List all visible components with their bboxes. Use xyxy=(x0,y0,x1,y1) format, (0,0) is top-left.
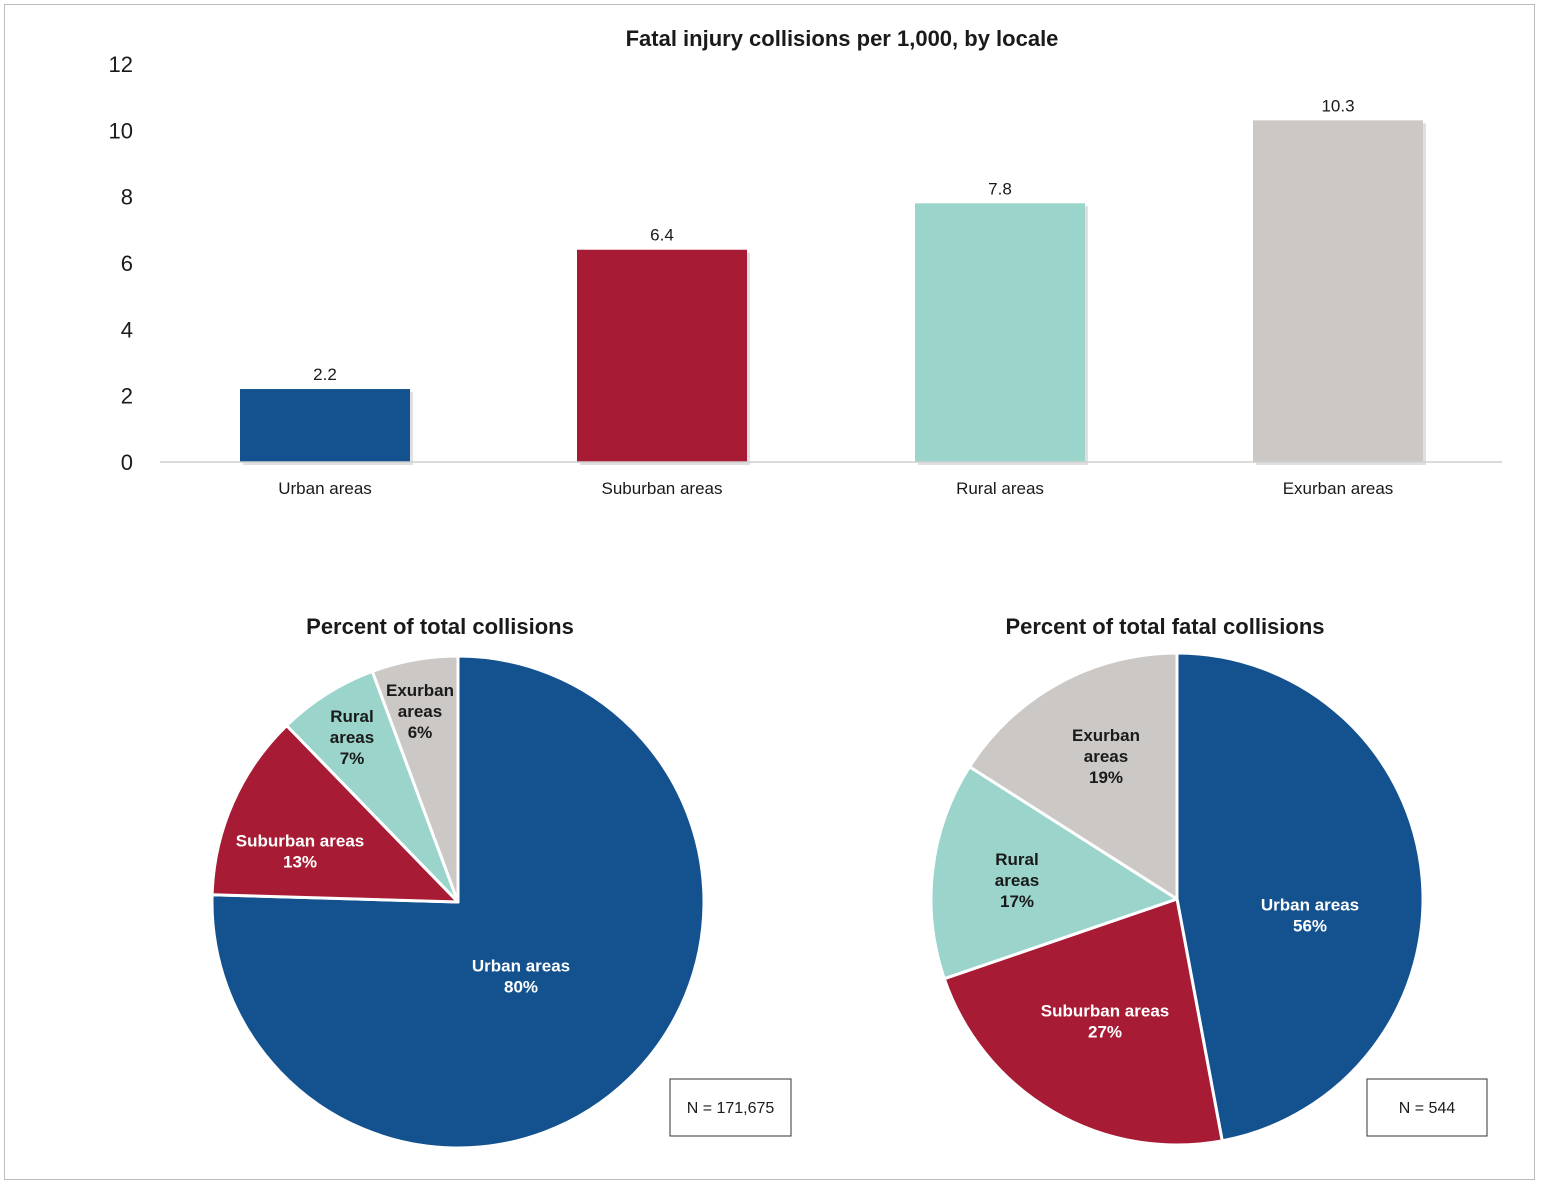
x-axis-ticks: Urban areas Suburban areas Rural areas Exur… xyxy=(278,479,1393,498)
bar-series: 2.2 6.4 7.8 10.3 xyxy=(240,96,1426,466)
pie-1-n-box xyxy=(669,1078,792,1137)
pie-slice-label: areas xyxy=(1084,747,1128,766)
y-axis-ticks: 0 2 4 6 8 10 12 xyxy=(109,52,133,475)
bar xyxy=(915,203,1085,463)
pie-2-title: Percent of total fatal collisions xyxy=(1005,614,1324,639)
pie-slice-label: 6% xyxy=(408,723,433,742)
y-tick-label: 10 xyxy=(109,118,133,143)
pie-1-n-text: N = 171,675 xyxy=(687,1100,775,1117)
pie-slice-label: Urban areas xyxy=(472,957,570,976)
pie-slice-label: Exurban xyxy=(1072,726,1140,745)
pie-slice-label: 13% xyxy=(283,853,317,872)
pie-1-slices xyxy=(210,654,706,1150)
y-tick-label: 12 xyxy=(109,52,133,77)
pie-slice xyxy=(942,897,1224,1147)
pie-slice-label: 17% xyxy=(1000,892,1034,911)
pie-2-labels: Urban areas 56% Suburban areas 27% Rural area… xyxy=(995,726,1359,1042)
pie-chart-total-collisions: Percent of total collisions Urban areas 8… xyxy=(210,614,792,1150)
bar xyxy=(577,249,747,462)
pie-2-slices xyxy=(929,651,1425,1147)
bar-value-label: 2.2 xyxy=(313,365,337,384)
pie-slice xyxy=(210,723,460,904)
pie-slice-label: areas xyxy=(330,728,374,747)
x-tick-label: Urban areas xyxy=(278,479,372,498)
x-tick-label: Exurban areas xyxy=(1283,479,1394,498)
pie-1-title: Percent of total collisions xyxy=(306,614,574,639)
pie-2-n-text: N = 544 xyxy=(1399,1100,1456,1117)
pie-2-n-box xyxy=(1366,1078,1488,1137)
pie-slice xyxy=(968,651,1179,901)
figure-frame xyxy=(4,4,1535,1180)
bar-chart: Fatal injury collisions per 1,000, by lo… xyxy=(109,26,1502,498)
pie-slice xyxy=(929,765,1179,981)
bar-value-label: 6.4 xyxy=(650,226,674,245)
pie-slice-label: Urban areas xyxy=(1261,896,1359,915)
pie-slice-label: areas xyxy=(398,702,442,721)
pie-slice-label: 80% xyxy=(504,978,538,997)
pie-slice xyxy=(370,654,460,904)
pie-slice-label: 7% xyxy=(340,749,365,768)
pie-slice-label: Suburban areas xyxy=(236,832,365,851)
pie-slice-label: 56% xyxy=(1293,917,1327,936)
bar-chart-title: Fatal injury collisions per 1,000, by lo… xyxy=(626,26,1059,51)
y-tick-label: 4 xyxy=(121,317,133,342)
y-tick-label: 2 xyxy=(121,384,133,409)
pie-slice xyxy=(1175,651,1425,1143)
bar-value-label: 10.3 xyxy=(1321,96,1354,115)
pie-1-labels: Urban areas 80% Suburban areas 13% Rural area… xyxy=(236,681,570,997)
bar xyxy=(240,389,410,462)
bar-value-label: 7.8 xyxy=(988,179,1012,198)
y-tick-label: 6 xyxy=(121,251,133,276)
pie-chart-fatal-collisions: Percent of total fatal collisions Urban … xyxy=(929,614,1488,1147)
pie-slice-label: Suburban areas xyxy=(1041,1002,1170,1021)
pie-slice-label: Rural xyxy=(995,850,1038,869)
pie-slice-label: 27% xyxy=(1088,1023,1122,1042)
x-tick-label: Rural areas xyxy=(956,479,1044,498)
pie-slice-label: Exurban xyxy=(386,681,454,700)
y-tick-label: 0 xyxy=(121,450,133,475)
x-tick-label: Suburban areas xyxy=(602,479,723,498)
pie-slice-label: areas xyxy=(995,871,1039,890)
pie-slice-label: 19% xyxy=(1089,768,1123,787)
bar xyxy=(1253,120,1423,462)
pie-slice-label: Rural xyxy=(330,707,373,726)
y-tick-label: 8 xyxy=(121,185,133,210)
